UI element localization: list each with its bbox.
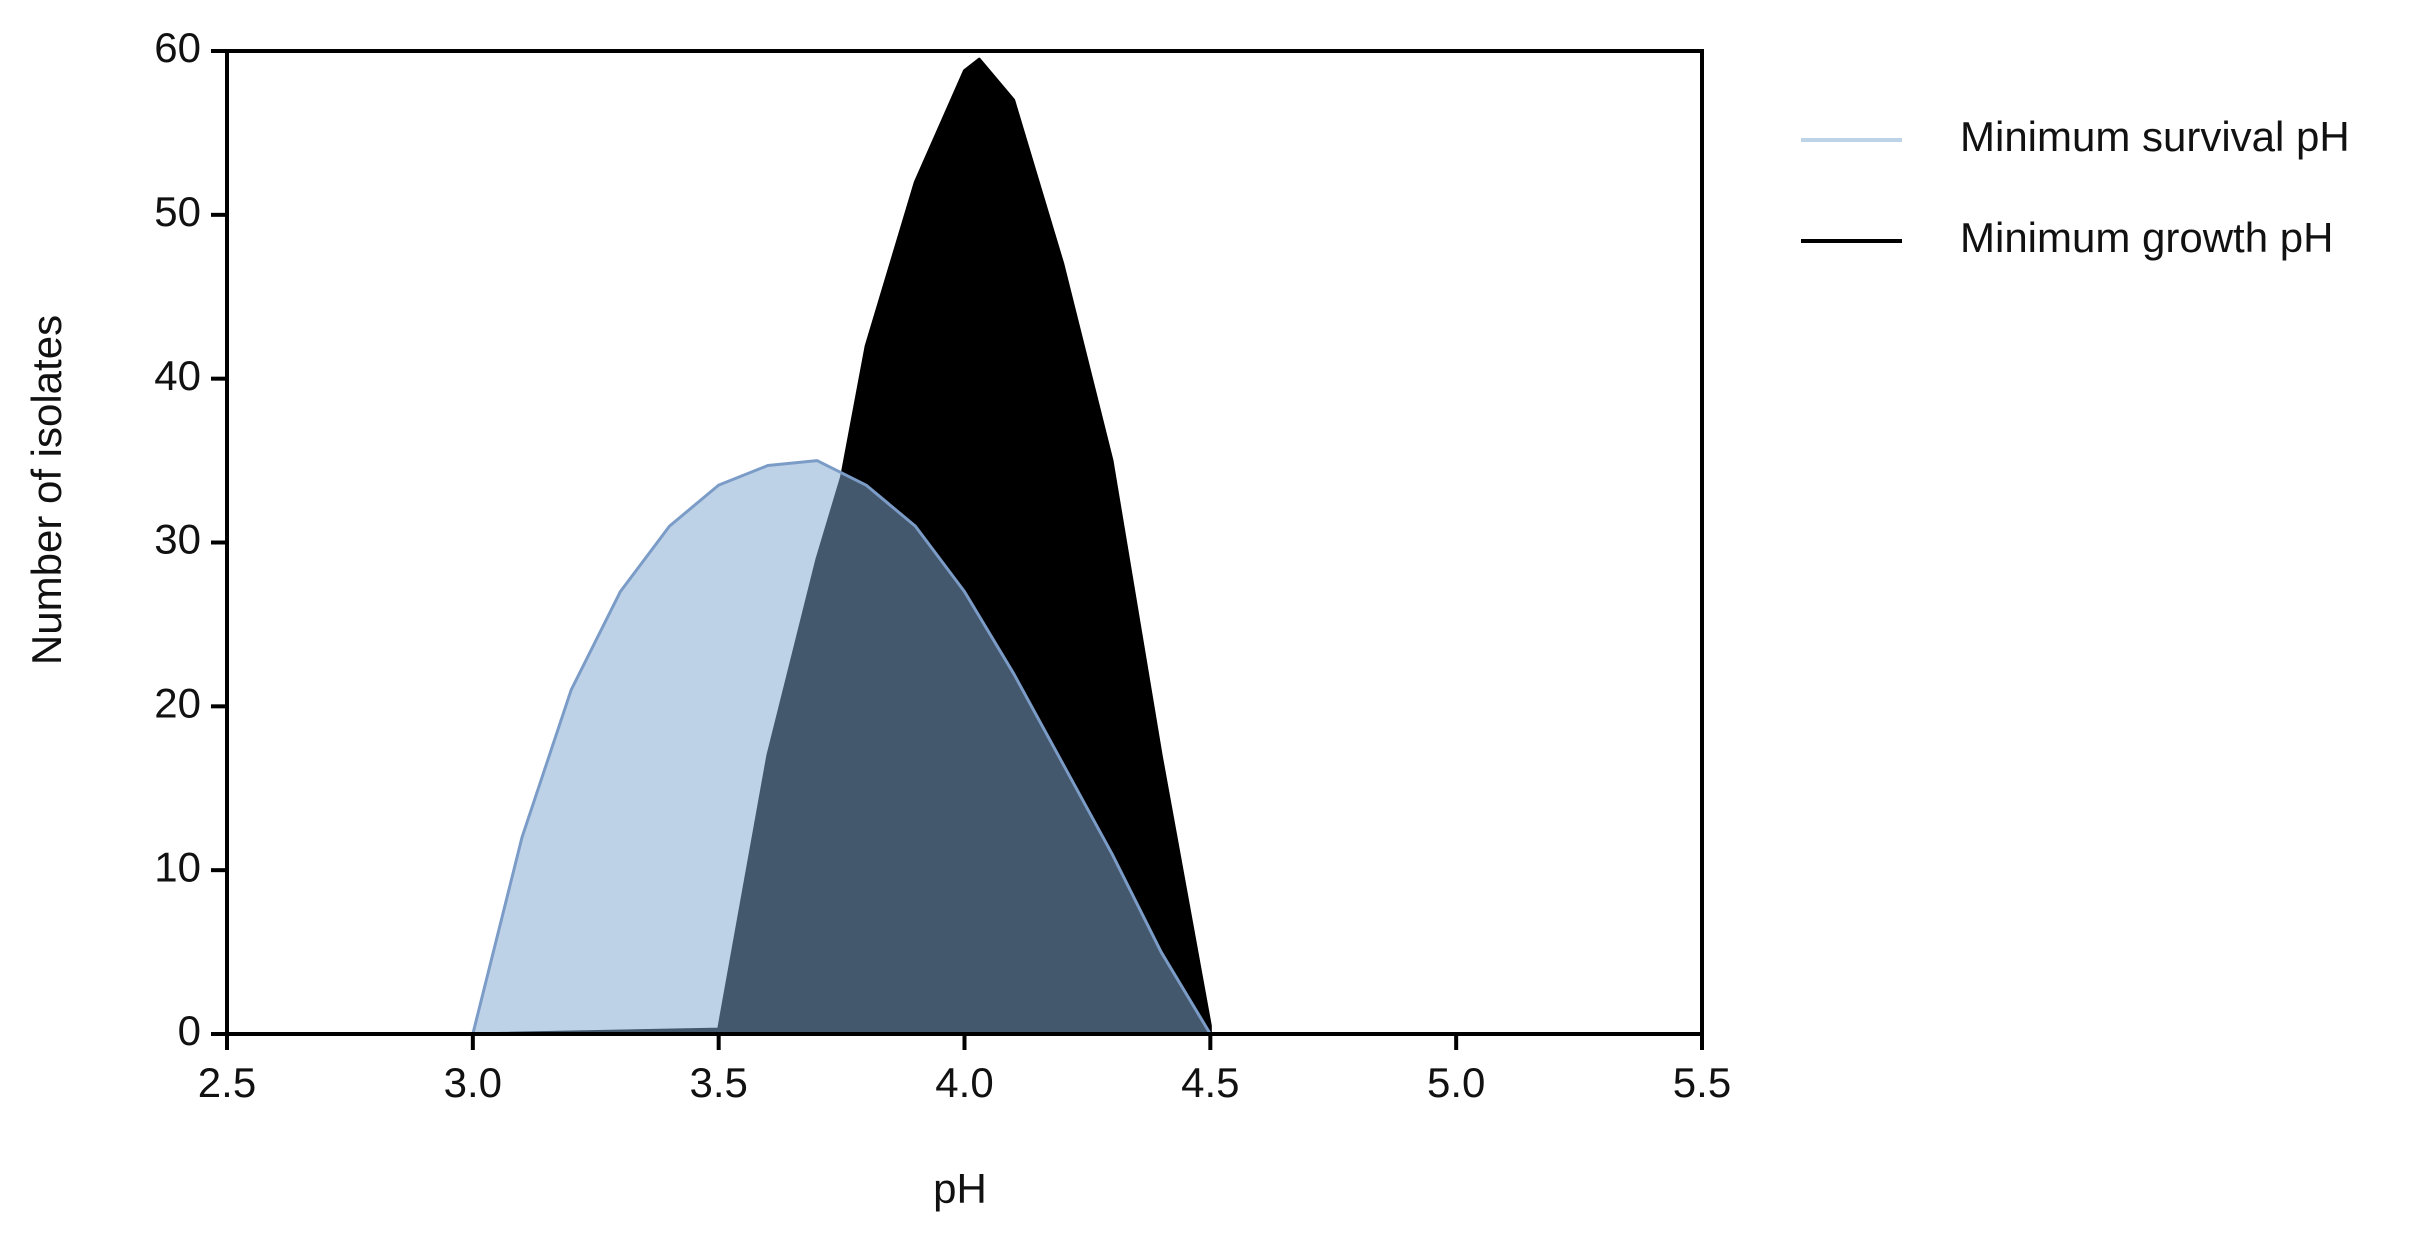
y-axis-label: Number of isolates xyxy=(23,315,70,665)
y-tick-label: 10 xyxy=(154,843,201,890)
y-tick-label: 50 xyxy=(154,188,201,235)
y-tick-label: 40 xyxy=(154,352,201,399)
x-tick-label: 4.0 xyxy=(935,1059,993,1106)
x-tick-label: 3.0 xyxy=(444,1059,502,1106)
y-tick-label: 0 xyxy=(178,1007,201,1054)
x-tick-label: 3.5 xyxy=(689,1059,747,1106)
x-tick-label: 5.0 xyxy=(1427,1059,1485,1106)
legend-label: Minimum survival pH xyxy=(1960,113,2350,160)
y-tick-label: 60 xyxy=(154,24,201,71)
x-tick-label: 4.5 xyxy=(1181,1059,1239,1106)
x-axis-label: pH xyxy=(933,1165,987,1212)
x-tick-label: 2.5 xyxy=(198,1059,256,1106)
y-tick-label: 20 xyxy=(154,679,201,726)
y-tick-label: 30 xyxy=(154,516,201,563)
legend-label: Minimum growth pH xyxy=(1960,214,2333,261)
x-tick-label: 5.5 xyxy=(1673,1059,1731,1106)
area xyxy=(471,459,1212,1036)
